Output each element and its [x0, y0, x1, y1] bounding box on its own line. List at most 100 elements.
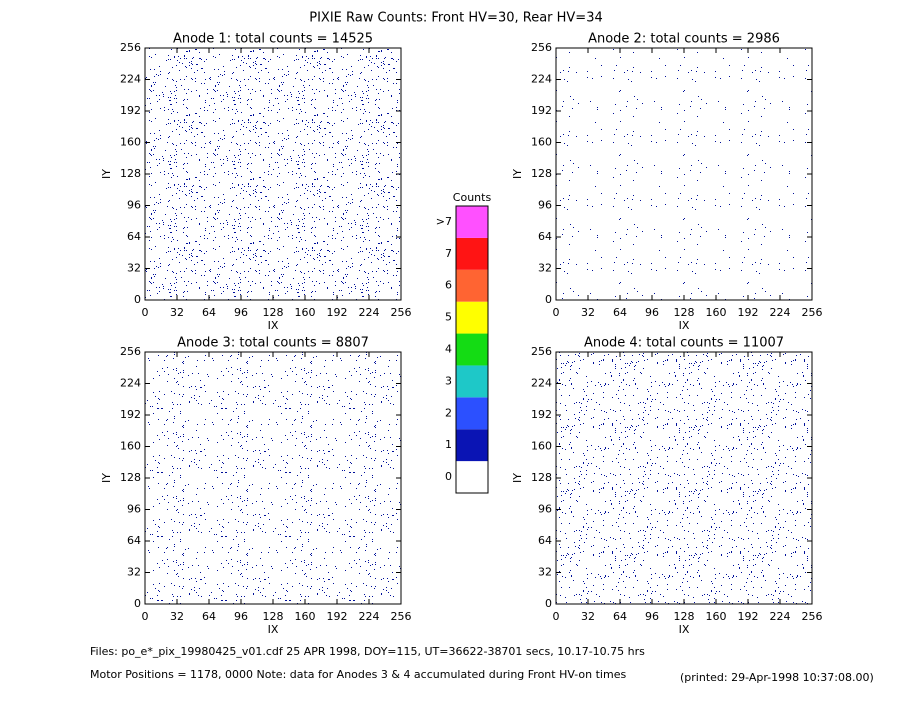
x-tick-label: 32	[170, 610, 184, 623]
colorbar-cell	[456, 397, 488, 430]
x-tick-label: 64	[202, 610, 216, 623]
x-tick-label: 96	[645, 306, 659, 319]
x-tick-label: 96	[234, 610, 248, 623]
y-tick-label: 128	[120, 471, 141, 484]
x-tick-label: 224	[770, 610, 791, 623]
x-tick-label: 32	[170, 306, 184, 319]
x-tick-label: 256	[391, 610, 412, 623]
x-tick-label: 128	[263, 610, 284, 623]
y-tick-label: 32	[538, 262, 552, 275]
colorbar-label: 6	[445, 279, 452, 292]
y-tick-label: 128	[531, 471, 552, 484]
y-tick-label: 128	[531, 167, 552, 180]
colorbar-frame	[455, 205, 489, 494]
y-tick-label: 32	[538, 566, 552, 579]
y-tick-label: 192	[120, 104, 141, 117]
y-tick-label: 160	[531, 440, 552, 453]
y-tick-label: 64	[538, 230, 552, 243]
colorbar-label: 5	[445, 311, 452, 324]
y-tick-label: 64	[538, 534, 552, 547]
colorbar-cell	[456, 206, 488, 238]
y-tick-label: 96	[127, 503, 141, 516]
panel-title: Anode 3: total counts = 8807	[177, 336, 369, 351]
x-tick-label: 0	[142, 610, 149, 623]
y-tick-label: 160	[120, 136, 141, 149]
x-tick-label: 192	[327, 306, 348, 319]
x-tick-label: 32	[581, 610, 595, 623]
x-tick-label: 224	[359, 610, 380, 623]
colorbar-cell	[456, 237, 488, 270]
x-tick-label: 224	[770, 306, 791, 319]
x-tick-label: 256	[391, 306, 412, 319]
y-tick-label: 224	[120, 377, 141, 390]
y-tick-label: 160	[531, 136, 552, 149]
y-tick-label: 192	[120, 408, 141, 421]
y-tick-label: 128	[120, 167, 141, 180]
y-axis-label: IY	[100, 169, 113, 179]
x-tick-label: 128	[263, 306, 284, 319]
x-tick-label: 0	[553, 306, 560, 319]
y-tick-label: 0	[545, 293, 552, 306]
x-tick-label: 0	[142, 306, 149, 319]
colorbar-label: 1	[445, 438, 452, 451]
colorbar-cell	[456, 461, 488, 493]
y-tick-label: 256	[531, 345, 552, 358]
x-tick-label: 160	[295, 610, 316, 623]
x-tick-label: 0	[553, 610, 560, 623]
y-tick-label: 32	[127, 566, 141, 579]
y-tick-label: 96	[538, 503, 552, 516]
x-tick-label: 160	[706, 306, 727, 319]
x-tick-label: 128	[674, 306, 695, 319]
colorbar-label: 3	[445, 374, 452, 387]
x-tick-label: 96	[234, 306, 248, 319]
x-axis-label: IX	[679, 319, 690, 332]
colorbar-cell	[456, 365, 488, 398]
y-tick-label: 224	[120, 73, 141, 86]
colorbar-title: Counts	[453, 191, 492, 204]
colorbar-label: 4	[445, 343, 452, 356]
footer-printed: (printed: 29-Apr-1998 10:37:08.00)	[680, 671, 874, 684]
x-tick-label: 192	[738, 610, 759, 623]
colorbar-label: 0	[445, 470, 452, 483]
pixel-map	[145, 48, 401, 300]
footer-motor: Motor Positions = 1178, 0000 Note: data …	[90, 668, 626, 681]
x-tick-label: 256	[802, 610, 823, 623]
y-tick-label: 96	[538, 199, 552, 212]
y-tick-label: 0	[134, 597, 141, 610]
y-tick-label: 64	[127, 534, 141, 547]
x-tick-label: 192	[738, 306, 759, 319]
panel-title: Anode 4: total counts = 11007	[584, 336, 784, 351]
y-axis-label: IY	[511, 169, 524, 179]
y-tick-label: 224	[531, 73, 552, 86]
x-tick-label: 192	[327, 610, 348, 623]
colorbar-cell	[456, 429, 488, 462]
y-tick-label: 256	[531, 41, 552, 54]
y-tick-label: 256	[120, 41, 141, 54]
y-tick-label: 64	[127, 230, 141, 243]
x-tick-label: 64	[613, 306, 627, 319]
colorbar-label: >7	[436, 215, 452, 228]
pixel-map	[145, 352, 401, 604]
y-axis-label: IY	[511, 473, 524, 483]
y-tick-label: 160	[120, 440, 141, 453]
x-tick-label: 160	[295, 306, 316, 319]
x-tick-label: 64	[202, 306, 216, 319]
x-tick-label: 64	[613, 610, 627, 623]
footer-files: Files: po_e*_pix_19980425_v01.cdf 25 APR…	[90, 645, 645, 658]
pixel-map	[556, 48, 812, 300]
x-axis-label: IX	[679, 623, 690, 636]
x-tick-label: 96	[645, 610, 659, 623]
y-tick-label: 192	[531, 104, 552, 117]
panel-title: Anode 2: total counts = 2986	[588, 32, 780, 47]
colorbar-cell	[456, 301, 488, 334]
x-tick-label: 256	[802, 306, 823, 319]
y-axis-label: IY	[100, 473, 113, 483]
x-axis-label: IX	[268, 623, 279, 636]
x-tick-label: 128	[674, 610, 695, 623]
y-tick-label: 224	[531, 377, 552, 390]
colorbar-label: 2	[445, 406, 452, 419]
x-axis-label: IX	[268, 319, 279, 332]
x-tick-label: 160	[706, 610, 727, 623]
